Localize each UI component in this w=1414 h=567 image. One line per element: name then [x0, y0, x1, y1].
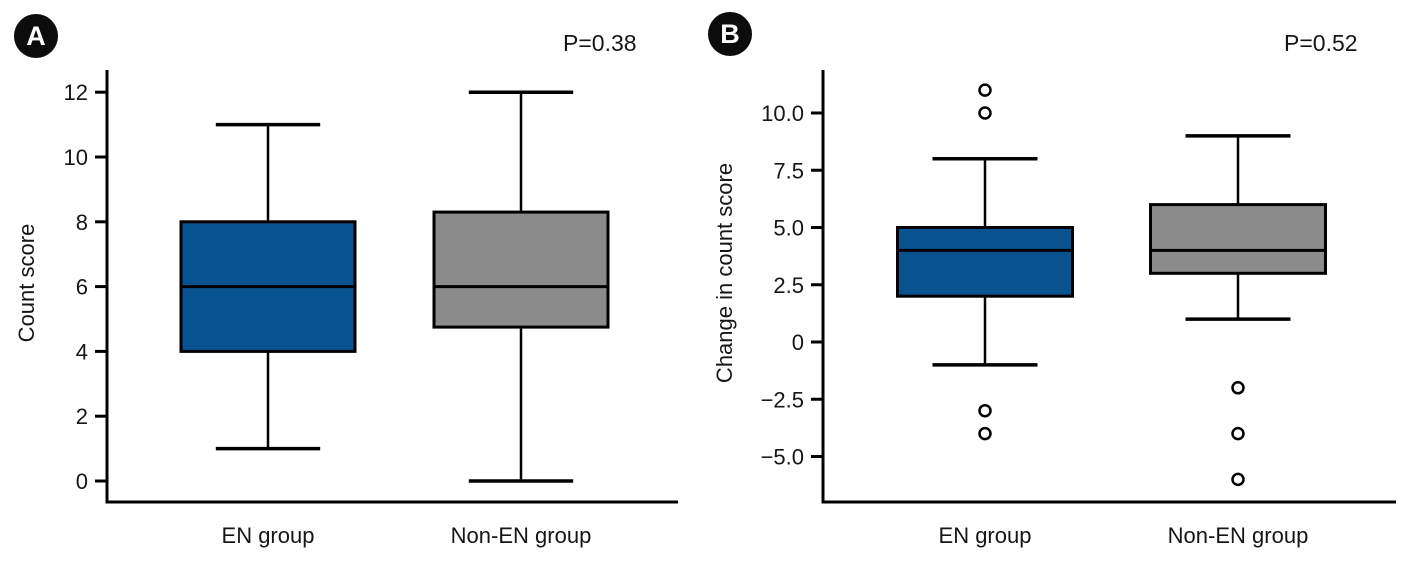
outlier-point-non-en-group [1231, 426, 1245, 441]
x-category-label-non-en-group: Non-EN group [1168, 523, 1309, 548]
outlier-point-non-en-group [1231, 381, 1245, 395]
y-tick-label: 8 [76, 210, 88, 235]
panel-a: 0 2 4 6 8 10 12 EN group Non-EN group Count score [0, 0, 707, 562]
x-category-label-non-en-group: Non-EN group [451, 523, 592, 548]
outlier-point-en-group [978, 83, 992, 97]
y-tick-label: −2.5 [761, 387, 804, 412]
panel-b: −5.0 −2.5 0 2.5 5.0 7.5 10.0 EN group Non-EN gro… [707, 0, 1414, 562]
panel-a-pvalue: P=0.38 [563, 30, 637, 56]
panel-b-badge: B [708, 12, 752, 56]
y-axis-title: Count score [14, 224, 39, 343]
y-tick-label: −5.0 [761, 445, 804, 470]
y-tick-label: 6 [76, 275, 88, 300]
boxplot-b: −5.0 −2.5 0 2.5 5.0 7.5 10.0 EN group Non-EN gro… [707, 0, 1414, 562]
boxplot-svg-a: 0 2 4 6 8 10 12 EN group Non-EN group Count score [14, 70, 678, 548]
outlier-point-en-group [978, 403, 992, 418]
y-tick-label: 0 [792, 330, 804, 355]
y-tick-label: 0 [76, 469, 88, 494]
outlier-point-non-en-group [1231, 472, 1245, 487]
x-category-label-en-group: EN group [939, 523, 1032, 548]
outlier-point-en-group [978, 426, 992, 441]
y-tick-label: 10 [64, 145, 88, 170]
panel-a-badge: A [14, 14, 58, 58]
y-tick-label: 2.5 [773, 273, 804, 298]
box-non-en-group [1149, 203, 1327, 275]
boxplot-a: 0 2 4 6 8 10 12 EN group Non-EN group Count score [0, 0, 707, 562]
x-category-label-en-group: EN group [222, 523, 315, 548]
y-tick-label: 7.5 [773, 158, 804, 183]
y-tick-label: 4 [76, 339, 88, 364]
y-tick-label: 2 [76, 404, 88, 429]
box-non-en-group [432, 210, 610, 329]
y-tick-label: 10.0 [761, 101, 804, 126]
y-tick-label: 5.0 [773, 216, 804, 241]
y-axis-title: Change in count score [712, 163, 737, 383]
outlier-point-en-group [978, 106, 992, 120]
boxplot-svg-b: −5.0 −2.5 0 2.5 5.0 7.5 10.0 EN group Non-EN gro… [712, 70, 1396, 548]
panel-b-pvalue: P=0.52 [1284, 30, 1358, 56]
y-tick-label: 12 [64, 80, 88, 105]
box-en-group [896, 226, 1074, 298]
